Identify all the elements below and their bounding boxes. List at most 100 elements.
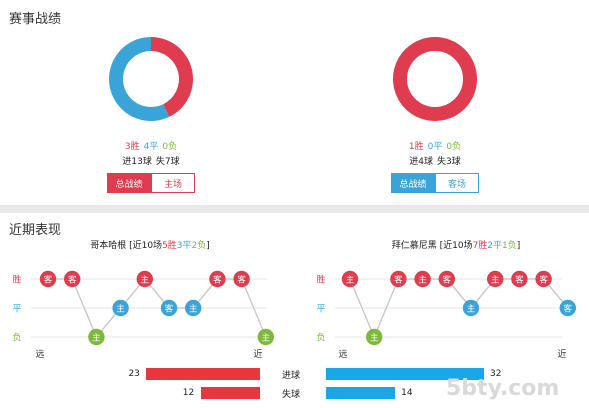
record-panel: 赛事战绩 3胜 4平 0负 进13球 失7球 总战绩 主场 1胜 0平 0负 进4球 失3球… bbox=[0, 0, 589, 205]
team1-form-losses: 2负 bbox=[191, 241, 207, 251]
team1-goals-against: 失7球 bbox=[155, 157, 180, 167]
team2-form-match-venue: 主 bbox=[491, 274, 500, 285]
team1-donut-draws-slice bbox=[108, 37, 170, 122]
team2-form-match-dot[interactable] bbox=[487, 270, 504, 288]
team1-form-axis-loss: 负 bbox=[12, 332, 21, 344]
team2-form-match-venue: 客 bbox=[564, 303, 573, 314]
team2-form-match-dot[interactable] bbox=[462, 299, 480, 317]
team2-form-match-venue: 客 bbox=[443, 274, 452, 285]
team2-form-match-dot[interactable] bbox=[438, 270, 455, 288]
team1-goals-scored-bar bbox=[146, 368, 260, 380]
team1-wins: 3胜 bbox=[124, 142, 140, 152]
team1-goals-conceded-bar bbox=[200, 387, 260, 399]
team2-goals-conceded-bar bbox=[326, 387, 396, 399]
team1-form-match-venue: 主 bbox=[189, 303, 198, 314]
team1-form-match-venue: 主 bbox=[116, 303, 125, 314]
team2-form-draws: 2平 bbox=[487, 241, 503, 251]
team1-goals-conceded-value: 12 bbox=[182, 388, 195, 398]
team2-form-axis-loss: 负 bbox=[316, 332, 325, 344]
team2-form-axis-win: 胜 bbox=[316, 275, 325, 286]
team1-form-match-dot[interactable] bbox=[185, 299, 202, 317]
team2-form-match-dot[interactable] bbox=[366, 328, 383, 346]
team1-tab-overall[interactable]: 总战绩 bbox=[107, 173, 151, 193]
team2-form-open: [近10场 bbox=[436, 241, 473, 251]
team1-form-title: 哥本哈根 [近10场5胜3平2负] bbox=[40, 238, 260, 251]
team1-tab-home[interactable]: 主场 bbox=[151, 173, 195, 193]
team2-goals-scored-bar bbox=[326, 368, 484, 380]
team1-form-close: ] bbox=[206, 241, 210, 251]
team1-form-open: [近10场 bbox=[126, 241, 163, 251]
team1-losses: 0负 bbox=[162, 142, 178, 152]
goals-conceded-label: 失球 bbox=[282, 390, 301, 400]
team1-record-donut bbox=[108, 37, 193, 122]
team2-goals-scored-value: 32 bbox=[490, 369, 502, 379]
team2-form-axis-draw: 平 bbox=[316, 304, 325, 315]
goals-scored-label: 进球 bbox=[282, 371, 301, 381]
team2-form-match-venue: 客 bbox=[539, 274, 548, 285]
team1-goals-for: 进13球 bbox=[122, 157, 152, 167]
team2-name: 拜仁慕尼黑 bbox=[391, 241, 437, 251]
team1-form-match-dot[interactable] bbox=[209, 270, 226, 288]
team1-form-near-label: 近 bbox=[253, 348, 262, 360]
recent-section-title: 近期表现 bbox=[9, 223, 62, 238]
team2-donut-wins-slice bbox=[393, 37, 477, 121]
team1-form-match-dot[interactable] bbox=[39, 270, 57, 288]
team1-form-match-venue: 主 bbox=[141, 274, 150, 285]
team2-goals-conceded-value: 14 bbox=[401, 388, 413, 398]
team2-goals-for: 进4球 bbox=[409, 157, 433, 167]
team2-form-match-dot[interactable] bbox=[559, 299, 576, 317]
team1-donut-wins-slice bbox=[151, 37, 193, 117]
site-watermark: 5bty.com bbox=[446, 376, 560, 401]
team1-form-line bbox=[48, 277, 267, 339]
team2-form-line bbox=[349, 278, 569, 339]
team1-form-match-dot[interactable] bbox=[136, 270, 153, 288]
team2-form-match-venue: 客 bbox=[394, 274, 403, 285]
team2-draws: 0平 bbox=[427, 142, 443, 152]
team1-form-match-venue: 客 bbox=[44, 274, 53, 285]
team1-form-match-dot[interactable] bbox=[160, 299, 178, 317]
team2-form-match-dot[interactable] bbox=[341, 270, 359, 288]
team2-form-match-dot[interactable] bbox=[535, 270, 552, 288]
team1-form-match-dot[interactable] bbox=[233, 270, 250, 288]
team2-record-tabs: 总战绩 客场 bbox=[391, 173, 479, 193]
team2-form-near-label: 近 bbox=[557, 348, 566, 360]
team1-draws: 4平 bbox=[143, 142, 159, 152]
team1-goals-scored-value: 23 bbox=[128, 369, 140, 379]
team2-form-match-dot[interactable] bbox=[414, 270, 431, 288]
team1-form-chart: 胜平负客 客主主主客 主客 客主远近 bbox=[12, 270, 274, 360]
team2-form-far-label: 远 bbox=[338, 349, 347, 360]
team1-form-match-dot[interactable] bbox=[63, 270, 81, 288]
team2-goals-against: 失3球 bbox=[437, 157, 461, 167]
team1-form-axis-win: 胜 bbox=[12, 275, 21, 286]
team1-form-axis-draw: 平 bbox=[12, 304, 21, 315]
team2-form-match-dot[interactable] bbox=[511, 270, 528, 288]
team2-form-close: ] bbox=[516, 241, 521, 251]
team1-form-far-label: 远 bbox=[35, 349, 44, 360]
team2-tab-overall[interactable]: 总战绩 bbox=[391, 173, 435, 193]
team1-record-stats: 3胜 4平 0负 bbox=[96, 139, 206, 152]
team2-form-match-venue: 主 bbox=[346, 274, 355, 285]
team2-record-donut bbox=[393, 37, 477, 121]
team2-tab-away[interactable]: 客场 bbox=[435, 173, 479, 193]
team1-form-match-dot[interactable] bbox=[112, 299, 129, 317]
team2-losses: 0负 bbox=[446, 142, 462, 152]
team2-form-match-dot[interactable] bbox=[390, 270, 407, 288]
team2-form-wins: 7胜 bbox=[472, 241, 488, 251]
team2-form-match-venue: 主 bbox=[370, 332, 379, 343]
goals-scored-row: 23 进球 32 bbox=[0, 368, 589, 381]
team1-form-match-dot[interactable] bbox=[257, 328, 274, 346]
team2-record-stats: 1胜 0平 0负 bbox=[380, 139, 490, 152]
team2-form-match-venue: 客 bbox=[515, 274, 524, 285]
team1-record-tabs: 总战绩 主场 bbox=[107, 173, 195, 193]
goals-conceded-row: 12 失球 14 bbox=[0, 387, 589, 400]
team2-goals-stats: 进4球 失3球 bbox=[380, 154, 490, 167]
team1-form-match-venue: 主 bbox=[262, 332, 271, 343]
team1-goals-stats: 进13球 失7球 bbox=[96, 154, 206, 167]
recent-panel: 近期表现 哥本哈根 [近10场5胜3平2负] 拜仁慕尼黑 [近10场7胜2平1负… bbox=[0, 213, 589, 408]
team2-form-title: 拜仁慕尼黑 [近10场7胜2平1负] bbox=[346, 238, 566, 251]
team1-form-draws: 3平 bbox=[176, 241, 192, 251]
team1-form-match-venue: 客 bbox=[213, 274, 222, 285]
team1-form-match-venue: 主 bbox=[92, 332, 101, 343]
team1-form-match-venue: 客 bbox=[165, 303, 174, 314]
team1-form-match-dot[interactable] bbox=[88, 328, 105, 346]
